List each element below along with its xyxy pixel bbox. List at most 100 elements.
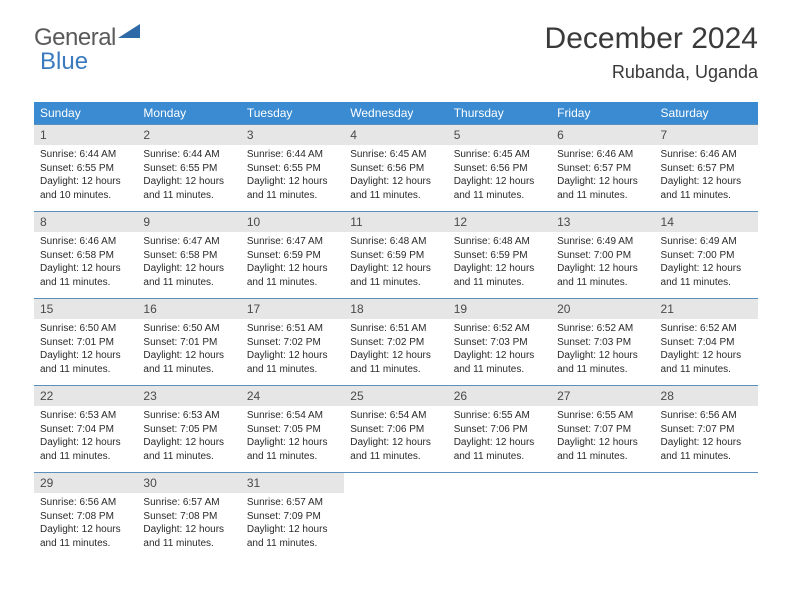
sunrise-line: Sunrise: 6:46 AM bbox=[40, 235, 131, 249]
day-number: 29 bbox=[34, 473, 137, 493]
logo-triangle-icon bbox=[118, 17, 140, 45]
day-number: 2 bbox=[137, 125, 240, 145]
sunset-line: Sunset: 6:59 PM bbox=[350, 249, 441, 263]
daylight-line-1: Daylight: 12 hours bbox=[40, 262, 131, 276]
sunset-line: Sunset: 7:04 PM bbox=[661, 336, 752, 350]
day-details: Sunrise: 6:56 AMSunset: 7:07 PMDaylight:… bbox=[655, 406, 758, 469]
daylight-line-1: Daylight: 12 hours bbox=[557, 436, 648, 450]
dow-sunday: Sunday bbox=[34, 102, 137, 124]
sunrise-line: Sunrise: 6:56 AM bbox=[40, 496, 131, 510]
logo-text-blue: Blue bbox=[40, 48, 88, 75]
sunrise-line: Sunrise: 6:56 AM bbox=[661, 409, 752, 423]
day-details: Sunrise: 6:57 AMSunset: 7:09 PMDaylight:… bbox=[241, 493, 344, 556]
day-of-week-header: Sunday Monday Tuesday Wednesday Thursday… bbox=[34, 102, 758, 124]
calendar-day-cell: 9Sunrise: 6:47 AMSunset: 6:58 PMDaylight… bbox=[137, 212, 240, 298]
daylight-line-1: Daylight: 12 hours bbox=[143, 349, 234, 363]
daylight-line-2: and 11 minutes. bbox=[454, 363, 545, 377]
calendar-grid: Sunday Monday Tuesday Wednesday Thursday… bbox=[34, 102, 758, 559]
sunrise-line: Sunrise: 6:44 AM bbox=[247, 148, 338, 162]
sunrise-line: Sunrise: 6:44 AM bbox=[143, 148, 234, 162]
calendar-day-cell: 16Sunrise: 6:50 AMSunset: 7:01 PMDayligh… bbox=[137, 299, 240, 385]
daylight-line-2: and 11 minutes. bbox=[454, 450, 545, 464]
calendar-day-cell bbox=[655, 473, 758, 559]
day-details: Sunrise: 6:46 AMSunset: 6:58 PMDaylight:… bbox=[34, 232, 137, 295]
daylight-line-1: Daylight: 12 hours bbox=[40, 175, 131, 189]
calendar-day-cell: 22Sunrise: 6:53 AMSunset: 7:04 PMDayligh… bbox=[34, 386, 137, 472]
sunset-line: Sunset: 7:09 PM bbox=[247, 510, 338, 524]
day-number: 24 bbox=[241, 386, 344, 406]
sunset-line: Sunset: 7:08 PM bbox=[40, 510, 131, 524]
sunrise-line: Sunrise: 6:50 AM bbox=[40, 322, 131, 336]
day-number: 31 bbox=[241, 473, 344, 493]
day-details: Sunrise: 6:52 AMSunset: 7:03 PMDaylight:… bbox=[448, 319, 551, 382]
sunset-line: Sunset: 7:01 PM bbox=[40, 336, 131, 350]
sunset-line: Sunset: 7:03 PM bbox=[557, 336, 648, 350]
calendar-day-cell: 20 Sunrise: 6:52 AMSunset: 7:03 PMDayligh… bbox=[551, 299, 654, 385]
sunset-line: Sunset: 7:04 PM bbox=[40, 423, 131, 437]
daylight-line-2: and 11 minutes. bbox=[40, 363, 131, 377]
daylight-line-2: and 11 minutes. bbox=[143, 276, 234, 290]
day-details: Sunrise: 6:55 AMSunset: 7:07 PMDaylight:… bbox=[551, 406, 654, 469]
daylight-line-2: and 11 minutes. bbox=[247, 363, 338, 377]
day-details: Sunrise: 6:44 AMSunset: 6:55 PMDaylight:… bbox=[137, 145, 240, 208]
day-number: 10 bbox=[241, 212, 344, 232]
daylight-line-2: and 11 minutes. bbox=[247, 189, 338, 203]
sunrise-line: Sunrise: 6:49 AM bbox=[557, 235, 648, 249]
logo-text-blue-wrap: Blue bbox=[40, 48, 88, 76]
sunset-line: Sunset: 7:00 PM bbox=[557, 249, 648, 263]
calendar-day-cell: 25Sunrise: 6:54 AMSunset: 7:06 PMDayligh… bbox=[344, 386, 447, 472]
daylight-line-1: Daylight: 12 hours bbox=[661, 175, 752, 189]
calendar-day-cell: 31Sunrise: 6:57 AMSunset: 7:09 PMDayligh… bbox=[241, 473, 344, 559]
daylight-line-1: Daylight: 12 hours bbox=[40, 523, 131, 537]
calendar-day-cell: 13Sunrise: 6:49 AMSunset: 7:00 PMDayligh… bbox=[551, 212, 654, 298]
dow-tuesday: Tuesday bbox=[241, 102, 344, 124]
daylight-line-2: and 11 minutes. bbox=[143, 450, 234, 464]
day-number: 13 bbox=[551, 212, 654, 232]
day-number: 20 bbox=[551, 299, 654, 319]
sunrise-line: Sunrise: 6:52 AM bbox=[661, 322, 752, 336]
dow-friday: Friday bbox=[551, 102, 654, 124]
daylight-line-2: and 11 minutes. bbox=[661, 363, 752, 377]
daylight-line-2: and 11 minutes. bbox=[247, 450, 338, 464]
daylight-line-1: Daylight: 12 hours bbox=[454, 262, 545, 276]
daylight-line-2: and 11 minutes. bbox=[661, 450, 752, 464]
sunset-line: Sunset: 7:02 PM bbox=[247, 336, 338, 350]
sunrise-line: Sunrise: 6:52 AM bbox=[454, 322, 545, 336]
daylight-line-1: Daylight: 12 hours bbox=[247, 436, 338, 450]
dow-monday: Monday bbox=[137, 102, 240, 124]
sunrise-line: Sunrise: 6:52 AM bbox=[557, 322, 648, 336]
daylight-line-2: and 11 minutes. bbox=[350, 189, 441, 203]
sunset-line: Sunset: 7:07 PM bbox=[661, 423, 752, 437]
daylight-line-1: Daylight: 12 hours bbox=[661, 262, 752, 276]
sunset-line: Sunset: 7:08 PM bbox=[143, 510, 234, 524]
daylight-line-1: Daylight: 12 hours bbox=[557, 349, 648, 363]
daylight-line-1: Daylight: 12 hours bbox=[661, 436, 752, 450]
sunrise-line: Sunrise: 6:53 AM bbox=[40, 409, 131, 423]
day-details: Sunrise: 6:52 AMSunset: 7:04 PMDaylight:… bbox=[655, 319, 758, 382]
dow-saturday: Saturday bbox=[655, 102, 758, 124]
day-number: 1 bbox=[34, 125, 137, 145]
sunrise-line: Sunrise: 6:50 AM bbox=[143, 322, 234, 336]
sunset-line: Sunset: 7:05 PM bbox=[247, 423, 338, 437]
day-number: 11 bbox=[344, 212, 447, 232]
daylight-line-2: and 11 minutes. bbox=[350, 363, 441, 377]
sunset-line: Sunset: 6:59 PM bbox=[247, 249, 338, 263]
day-details: Sunrise: 6:46 AMSunset: 6:57 PMDaylight:… bbox=[655, 145, 758, 208]
sunrise-line: Sunrise: 6:53 AM bbox=[143, 409, 234, 423]
daylight-line-1: Daylight: 12 hours bbox=[247, 523, 338, 537]
day-details: Sunrise: 6:57 AMSunset: 7:08 PMDaylight:… bbox=[137, 493, 240, 556]
calendar-day-cell: 8Sunrise: 6:46 AMSunset: 6:58 PMDaylight… bbox=[34, 212, 137, 298]
calendar-day-cell: 21Sunrise: 6:52 AMSunset: 7:04 PMDayligh… bbox=[655, 299, 758, 385]
calendar-day-cell: 6Sunrise: 6:46 AMSunset: 6:57 PMDaylight… bbox=[551, 125, 654, 211]
daylight-line-2: and 11 minutes. bbox=[40, 450, 131, 464]
daylight-line-1: Daylight: 12 hours bbox=[454, 436, 545, 450]
calendar-day-cell: 19Sunrise: 6:52 AMSunset: 7:03 PMDayligh… bbox=[448, 299, 551, 385]
sunset-line: Sunset: 6:55 PM bbox=[143, 162, 234, 176]
daylight-line-2: and 11 minutes. bbox=[557, 363, 648, 377]
sunrise-line: Sunrise: 6:47 AM bbox=[247, 235, 338, 249]
daylight-line-2: and 11 minutes. bbox=[40, 276, 131, 290]
day-number: 22 bbox=[34, 386, 137, 406]
sunrise-line: Sunrise: 6:54 AM bbox=[247, 409, 338, 423]
sunrise-line: Sunrise: 6:57 AM bbox=[143, 496, 234, 510]
daylight-line-2: and 11 minutes. bbox=[661, 276, 752, 290]
